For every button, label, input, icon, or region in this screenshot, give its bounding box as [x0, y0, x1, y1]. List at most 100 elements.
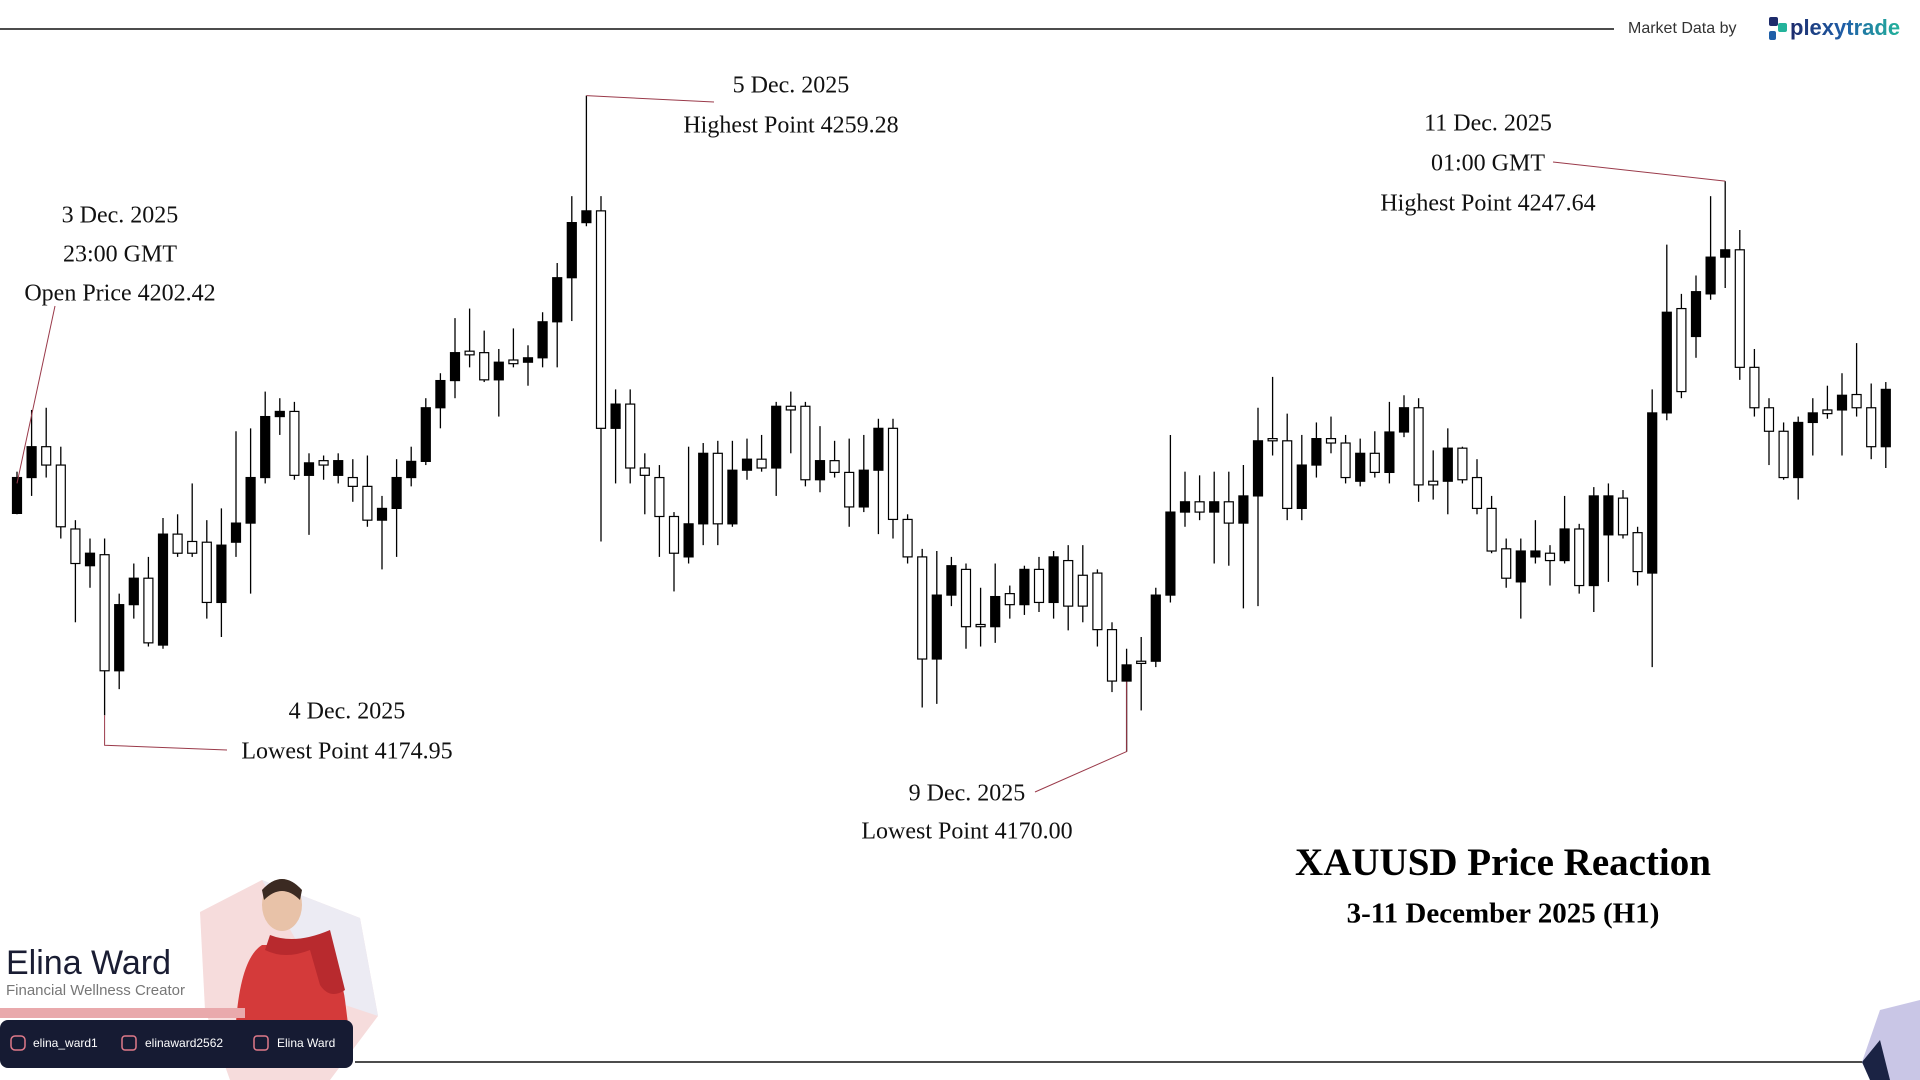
candle-body — [946, 565, 957, 596]
candle-body — [11, 476, 23, 515]
candle-body — [1807, 412, 1818, 424]
candle-body — [1004, 593, 1015, 606]
candle-body — [143, 577, 154, 644]
candle-body — [1413, 407, 1424, 486]
candle-body — [960, 568, 972, 628]
annotation-text: 11 Dec. 2025 — [1424, 111, 1552, 137]
creator-role: Financial Wellness Creator — [6, 982, 185, 999]
candle-body — [800, 405, 811, 481]
candle-body — [245, 476, 256, 524]
candle-body — [712, 452, 723, 525]
social-handle[interactable]: elina_ward1 — [33, 1036, 98, 1050]
facebook-icon — [253, 1035, 269, 1051]
candle-body — [537, 321, 548, 359]
instagram-icon — [10, 1035, 26, 1051]
candle-body — [814, 460, 826, 481]
candle-body — [727, 469, 738, 525]
leader-line — [1034, 681, 1128, 793]
candle-body — [333, 460, 344, 476]
annotation-text: Highest Point 4247.64 — [1380, 191, 1595, 217]
candle-body — [347, 476, 358, 487]
candle-body — [1647, 412, 1658, 574]
portrait-scarf — [265, 930, 345, 994]
candle-body — [1836, 394, 1848, 411]
candle-body — [187, 540, 198, 554]
candle-body — [595, 210, 607, 429]
candle-body — [1223, 501, 1234, 524]
candle-body — [274, 410, 285, 418]
candle-body — [84, 552, 96, 567]
candle-body — [303, 462, 315, 476]
candle-body — [508, 359, 519, 365]
candle-body — [201, 541, 212, 604]
candle-body — [1325, 438, 1337, 444]
candle-body — [1501, 548, 1512, 579]
candle-body — [1106, 629, 1118, 682]
candle-body — [1851, 393, 1862, 409]
social-handle[interactable]: elinaward2562 — [145, 1036, 223, 1050]
candle-body — [406, 460, 417, 479]
candle-body — [1077, 574, 1088, 607]
candle-body — [552, 277, 563, 323]
candle-body — [1369, 452, 1380, 474]
candle-body — [844, 471, 855, 508]
candle-body — [362, 485, 373, 521]
candle-body — [1515, 550, 1526, 583]
candle-body — [1661, 311, 1672, 414]
candle-body — [522, 357, 534, 363]
candle-body — [435, 379, 446, 409]
candle-body — [1471, 476, 1483, 510]
candle-body — [639, 467, 650, 476]
leader-line — [1552, 161, 1726, 182]
candle-body — [230, 522, 242, 543]
candle-body — [771, 405, 782, 469]
badge-accent — [0, 1008, 245, 1018]
candle-body — [449, 352, 461, 382]
candle-body — [1530, 550, 1541, 558]
candle-body — [1209, 501, 1220, 513]
candle-body — [1690, 291, 1702, 338]
corner-decoration — [1862, 1040, 1890, 1080]
candle-body — [1588, 495, 1599, 587]
candle-body — [376, 507, 388, 521]
candle-body — [493, 361, 504, 381]
candle-body — [698, 452, 709, 525]
candle-body — [1063, 559, 1074, 607]
candle-body — [1734, 249, 1745, 368]
creator-badge: Elina Ward Financial Wellness Creator el… — [0, 879, 378, 1080]
candle-body — [1048, 556, 1059, 604]
candle-body — [1559, 528, 1570, 562]
data-credit: Market Data by — [1628, 20, 1736, 37]
social-handle[interactable]: Elina Ward — [277, 1036, 335, 1050]
candle-body — [260, 415, 271, 479]
annotation-text: 01:00 GMT — [1431, 151, 1545, 177]
brand-logo-icon — [1769, 17, 1787, 40]
annotation-text: Highest Point 4259.28 — [683, 113, 898, 139]
candle-body — [887, 427, 899, 521]
candle-body — [1252, 440, 1264, 497]
candle-body — [289, 410, 300, 476]
x-icon — [121, 1035, 137, 1051]
candle-body — [931, 594, 942, 660]
candle-body — [668, 515, 680, 554]
candle-body — [1778, 430, 1789, 479]
candle-body — [1428, 480, 1439, 486]
candle-body — [1311, 438, 1322, 466]
candle-body — [1457, 447, 1468, 481]
candle-body — [654, 476, 665, 518]
candle-body — [1720, 249, 1731, 258]
candle-body — [114, 604, 125, 672]
social-bar — [0, 1020, 353, 1068]
candle-body — [55, 464, 66, 528]
candle-body — [41, 446, 52, 466]
candle-body — [1194, 501, 1205, 513]
candle-body — [1092, 572, 1103, 631]
candle-body — [1793, 421, 1804, 479]
candle-body — [1632, 532, 1643, 573]
candle-body — [975, 623, 986, 628]
candle-body — [566, 222, 577, 279]
candle-body — [1749, 366, 1760, 409]
candle-body — [99, 554, 110, 672]
